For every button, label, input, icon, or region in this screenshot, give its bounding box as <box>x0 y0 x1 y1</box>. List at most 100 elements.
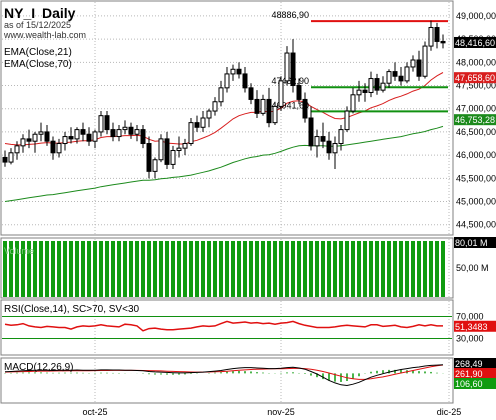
candle-up <box>386 71 392 84</box>
volume-bar <box>315 241 319 297</box>
volume-bar <box>147 241 151 297</box>
candle-down <box>2 156 8 163</box>
volume-bar <box>105 241 109 297</box>
macd-badge: 261,90 <box>455 369 483 379</box>
volume-bar <box>441 241 445 297</box>
price-badge-bg <box>454 72 496 84</box>
candle-down <box>434 27 440 42</box>
candle-down <box>266 98 272 124</box>
volume-bar <box>111 241 115 297</box>
ema70-line <box>4 125 444 202</box>
candle-up <box>176 147 182 151</box>
volume-bar <box>387 241 391 297</box>
candle-up <box>284 52 290 82</box>
candle-up <box>218 87 224 103</box>
ema-lines <box>4 72 444 202</box>
rsi-title: RSI(Close,14), SC>70, SV<30 <box>4 304 140 315</box>
volume-bar <box>321 241 325 297</box>
level-label: 48886,90 <box>271 10 309 20</box>
price-tick-label: 48,000,00 <box>456 57 496 67</box>
volume-bar <box>261 241 265 297</box>
candle-up <box>422 45 428 77</box>
price-tick-label: 46,000,00 <box>456 150 496 160</box>
volume-bar <box>165 241 169 297</box>
volume-bar <box>117 241 121 297</box>
candle-down <box>164 138 170 165</box>
candle-down <box>44 131 50 142</box>
volume-bar <box>237 241 241 297</box>
volume-bar <box>291 241 295 297</box>
macd-badge: 106,60 <box>455 379 483 389</box>
volume-bar <box>417 241 421 297</box>
volume-bar <box>27 241 31 297</box>
price-tick-label: 47,000,00 <box>456 104 496 114</box>
candle-up <box>230 68 236 75</box>
volume-bar <box>267 241 271 297</box>
as-of-date: as of 15/12/2025 <box>4 20 71 30</box>
candle-up <box>224 73 230 89</box>
candle-down <box>296 85 302 100</box>
candle-up <box>206 110 212 119</box>
x-tick-label: nov-25 <box>267 407 295 417</box>
candle-up <box>356 89 362 96</box>
volume-bar <box>21 241 25 297</box>
volume-bar <box>297 241 301 297</box>
volume-bar <box>279 241 283 297</box>
rsi-series <box>2 316 452 339</box>
volume-bar <box>213 241 217 297</box>
volume-bar <box>189 241 193 297</box>
legend-ema21: EMA(Close,21) <box>4 47 72 58</box>
candle-up <box>152 159 158 172</box>
macd-title: MACD(12,26,9) <box>4 362 73 373</box>
price-tick-label: 49,000,00 <box>456 11 496 21</box>
candle-up <box>200 117 206 128</box>
candle-down <box>50 140 56 154</box>
candle-up <box>62 136 68 145</box>
macd-signal-line <box>4 364 444 380</box>
volume-bar <box>411 241 415 297</box>
candle-down <box>320 136 326 142</box>
candle-up <box>14 145 20 154</box>
candle-up <box>182 143 188 149</box>
candle-down <box>398 75 404 82</box>
volume-bar <box>99 241 103 297</box>
volume-bar <box>369 241 373 297</box>
candle-up <box>122 126 128 131</box>
candle-up <box>98 115 104 133</box>
candle-down <box>308 117 314 147</box>
volume-bar <box>381 241 385 297</box>
support-resistance-levels: 48886,90 47462,90 46941,60 <box>271 10 448 113</box>
candle-up <box>260 98 266 114</box>
candle-down <box>290 52 296 87</box>
volume-bar <box>339 241 343 297</box>
x-tick-label: oct-25 <box>82 407 107 417</box>
macd-panel <box>0 357 454 404</box>
volume-bar <box>405 241 409 297</box>
candle-down <box>248 87 254 100</box>
candle-up <box>170 149 176 165</box>
volume-bar <box>357 241 361 297</box>
volume-bar <box>177 241 181 297</box>
candle-up <box>368 78 374 93</box>
candle-down <box>146 143 152 172</box>
x-tick-label: dic-25 <box>437 407 462 417</box>
volume-bar <box>123 241 127 297</box>
candle-up <box>116 129 122 138</box>
volume-bar <box>423 241 427 297</box>
candle-up <box>8 152 14 163</box>
candle-up <box>212 101 218 112</box>
macd-line <box>4 364 444 387</box>
candle-down <box>80 129 86 135</box>
volume-bar <box>351 241 355 297</box>
candle-down <box>254 98 260 114</box>
level-label: 46941,60 <box>271 100 309 110</box>
chart-title-timeframe: Daily <box>42 5 76 21</box>
candle-up <box>32 133 38 142</box>
price-badges: 48,416,60 47,658,60 46,753,28 80,01 M 51,348… <box>454 36 496 389</box>
volume-bar <box>141 241 145 297</box>
volume-bar <box>231 241 235 297</box>
price-badge-bg <box>454 114 496 126</box>
site-watermark: www.wealth-lab.com <box>3 30 86 40</box>
chart-title-symbol: NY_I <box>4 5 35 21</box>
